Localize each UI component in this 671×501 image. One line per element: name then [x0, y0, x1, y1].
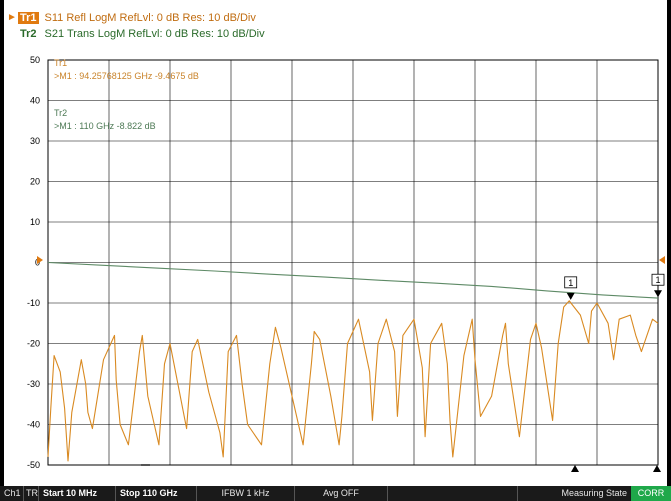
readout-tr1-value: >M1 : 94.25768125 GHz -9.4675 dB [54, 71, 199, 81]
left-bezel [0, 0, 4, 486]
plot-area[interactable]: 50403020100-10-20-30-40-50 11 Tr1 >M1 : … [0, 0, 671, 486]
marker-readout: Tr1 >M1 : 94.25768125 GHz -9.4675 dB Tr2… [54, 58, 199, 131]
marker-label-box [564, 276, 578, 289]
status-start-frequency[interactable]: Start 10 MHz [39, 486, 116, 501]
y-tick-label: 40 [30, 96, 40, 106]
marker-label: 1 [655, 275, 660, 285]
marker-position-triangle-icon [653, 465, 661, 472]
y-tick-label: 20 [30, 177, 40, 187]
trace-header: ► Tr1 S11 Refl LogM RefLvl: 0 dB Res: 10 … [0, 0, 671, 44]
marker-pointer-icon [566, 292, 575, 300]
grid [47, 59, 659, 466]
readout-tr2-title: Tr2 [54, 108, 67, 118]
y-tick-label: -50 [27, 460, 40, 470]
y-tick-label: 10 [30, 217, 40, 227]
status-measuring-state: Measuring State [561, 488, 627, 498]
trace2-header[interactable]: Tr2 S21 Trans LogM RefLvl: 0 dB Res: 10 d… [18, 28, 265, 40]
active-trace-arrow-icon: ► [7, 12, 17, 23]
y-tick-label: -10 [27, 298, 40, 308]
y-tick-label: 50 [30, 55, 40, 65]
readout-tr1-title: Tr1 [54, 58, 67, 68]
trace2-badge[interactable]: Tr2 [20, 28, 37, 40]
marker-label-box [651, 273, 665, 286]
traces-layer [47, 261, 659, 462]
marker-label: 1 [568, 278, 573, 288]
y-tick-label: -20 [27, 339, 40, 349]
trace-tr2-line [47, 261, 659, 299]
y-tick-label: 30 [30, 136, 40, 146]
marker-tr1[interactable]: 1 [564, 276, 578, 300]
y-tick-label: -30 [27, 379, 40, 389]
trace1-badge[interactable]: Tr1 [18, 12, 39, 24]
right-bezel [667, 0, 671, 486]
scroll-indicator [141, 464, 150, 466]
status-correction-badge[interactable]: CORR [631, 486, 671, 501]
trace2-description: S21 Trans LogM RefLvl: 0 dB Res: 10 dB/D… [44, 28, 265, 40]
ref-level-arrow-right-icon [659, 256, 665, 264]
status-bar: Ch1 TR Start 10 MHz Stop 110 GHz IFBW 1 … [0, 486, 671, 501]
status-ifbw[interactable]: IFBW 1 kHz [197, 486, 295, 501]
y-tick-label: -40 [27, 420, 40, 430]
trace-tr1-line [47, 300, 659, 462]
ref-level-arrow-left-icon [37, 256, 43, 264]
trace1-header[interactable]: Tr1 S11 Refl LogM RefLvl: 0 dB Res: 10 dB… [18, 12, 256, 24]
trace1-description: S11 Refl LogM RefLvl: 0 dB Res: 10 dB/Di… [44, 12, 256, 24]
marker-position-triangle-icon [571, 465, 579, 472]
marker-tr2[interactable]: 1 [651, 273, 665, 298]
marker-pointer-icon [654, 290, 662, 298]
status-trace[interactable]: TR [24, 486, 39, 501]
status-stop-frequency[interactable]: Stop 110 GHz [116, 486, 197, 501]
readout-tr2-value: >M1 : 110 GHz -8.822 dB [54, 121, 156, 131]
status-averaging[interactable]: Avg OFF [295, 486, 388, 501]
status-spacer [388, 486, 518, 501]
status-channel[interactable]: Ch1 [0, 486, 24, 501]
